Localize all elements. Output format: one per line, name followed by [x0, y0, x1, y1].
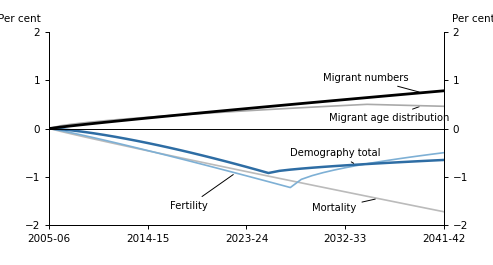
Text: Demography total: Demography total [290, 148, 381, 163]
Text: Per cent: Per cent [452, 14, 493, 24]
Text: Mortality: Mortality [312, 199, 375, 213]
Text: Per cent: Per cent [0, 14, 41, 24]
Text: Fertility: Fertility [170, 175, 233, 211]
Text: Migrant age distribution: Migrant age distribution [329, 107, 449, 123]
Text: Migrant numbers: Migrant numbers [323, 73, 419, 92]
